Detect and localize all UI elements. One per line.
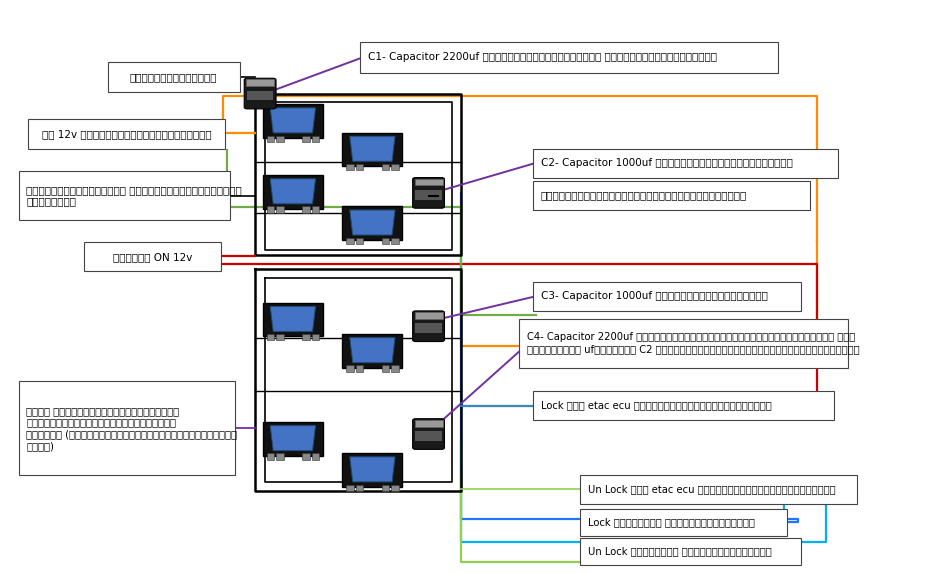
FancyBboxPatch shape [263,104,323,138]
FancyBboxPatch shape [267,453,275,460]
Text: Un Lock หึง etac ecu ไฟที่ออกมาเป็นชั่วครั้ง: Un Lock หึง etac ecu ไฟที่ออกมาเป็นชั่วค… [588,484,835,494]
Polygon shape [350,136,395,161]
FancyBboxPatch shape [276,334,283,340]
Text: Lock หึง etac ecu ไฟที่ออกมาเป็นชั่วครั้ง: Lock หึง etac ecu ไฟที่ออกมาเป็นชั่วครั้… [541,401,771,410]
FancyBboxPatch shape [302,136,310,142]
FancyBboxPatch shape [267,334,275,340]
FancyBboxPatch shape [263,303,323,336]
FancyBboxPatch shape [346,485,353,491]
FancyBboxPatch shape [263,422,323,456]
FancyBboxPatch shape [246,80,275,86]
FancyBboxPatch shape [276,206,283,213]
FancyBboxPatch shape [276,136,283,142]
FancyBboxPatch shape [382,366,390,372]
FancyBboxPatch shape [391,238,399,244]
FancyBboxPatch shape [412,311,445,342]
Text: สวิตช์ ON 12v: สวิตช์ ON 12v [113,252,192,262]
FancyBboxPatch shape [412,419,445,449]
FancyBboxPatch shape [415,190,442,199]
FancyBboxPatch shape [312,453,319,460]
Polygon shape [350,457,395,482]
FancyBboxPatch shape [346,238,353,244]
FancyBboxPatch shape [580,509,787,536]
FancyBboxPatch shape [85,242,220,271]
FancyBboxPatch shape [342,453,403,487]
Polygon shape [350,210,395,235]
FancyBboxPatch shape [267,206,275,213]
FancyBboxPatch shape [346,164,353,170]
FancyBboxPatch shape [414,420,443,427]
FancyBboxPatch shape [414,312,443,319]
FancyBboxPatch shape [391,485,399,491]
FancyBboxPatch shape [346,366,353,372]
FancyBboxPatch shape [360,42,778,73]
FancyBboxPatch shape [28,119,225,149]
FancyBboxPatch shape [382,485,390,491]
FancyBboxPatch shape [533,148,839,178]
Text: สายเช็คประตูแล้ว ถ้าประตูแล้วระบบจะ
ไม่ทำงาน: สายเช็คประตูแล้ว ถ้าประตูแล้วระบบจะ ไม่ท… [27,185,242,206]
FancyBboxPatch shape [355,238,363,244]
FancyBboxPatch shape [107,62,239,92]
FancyBboxPatch shape [19,171,230,220]
FancyBboxPatch shape [302,206,310,213]
Text: กราวด์ลงตัวถัง: กราวด์ลงตัวถัง [130,72,218,82]
FancyBboxPatch shape [414,179,443,186]
Text: C4- Capacitor 2200uf เพื่อตัดระบบเส้นทรัลสต๊อคจากประตู และ
ต้องมีค่า ufมากกว่า C: C4- Capacitor 2200uf เพื่อตัดระบบเส้นทรั… [527,332,860,354]
Text: C1- Capacitor 2200uf หรือมากกว่านี้ก็ได้ ใช้หนุนไฟประตูแล้ว: C1- Capacitor 2200uf หรือมากกว่านี้ก็ได้… [368,52,716,62]
FancyBboxPatch shape [342,206,403,240]
Text: ไฟ 12v ที่มีการจ่ายกระแสตลอด: ไฟ 12v ที่มีการจ่ายกระแสตลอด [42,129,212,139]
FancyBboxPatch shape [580,475,857,504]
Text: ไดโอด์ป้องกันไม่ให้กระแสไฟไหลกลับ: ไดโอด์ป้องกันไม่ให้กระแสไฟไหลกลับ [541,190,747,201]
FancyBboxPatch shape [382,164,390,170]
Text: เบรก เส้นนี้จะจ่ายสัญญาณลบ
ตลอดเมื่อกครั้งจะทำการตัด
สัญญาณ (จากที่ผมใช้มิเตอร์ว: เบรก เส้นนี้จะจ่ายสัญญาณลบ ตลอดเมื่อกครั… [27,406,238,451]
FancyBboxPatch shape [391,164,399,170]
FancyBboxPatch shape [580,538,801,565]
FancyBboxPatch shape [415,431,442,441]
FancyBboxPatch shape [19,381,235,476]
FancyBboxPatch shape [533,181,810,210]
Polygon shape [270,108,315,133]
Text: Lock หึงประตู จ่ายไฟชั่วครั้ง: Lock หึงประตู จ่ายไฟชั่วครั้ง [588,517,754,528]
FancyBboxPatch shape [302,334,310,340]
Text: Un Lock หึงประตู จ่ายไฟชั่วครั้ง: Un Lock หึงประตู จ่ายไฟชั่วครั้ง [588,547,771,556]
FancyBboxPatch shape [412,178,445,208]
Text: C2- Capacitor 1000uf ทำหน้าที่ดึงประตูประตู: C2- Capacitor 1000uf ทำหน้าที่ดึงประตูปร… [541,158,792,168]
FancyBboxPatch shape [355,366,363,372]
FancyBboxPatch shape [342,132,403,166]
Polygon shape [270,307,315,331]
FancyBboxPatch shape [276,453,283,460]
FancyBboxPatch shape [263,175,323,209]
FancyBboxPatch shape [520,319,847,368]
FancyBboxPatch shape [312,136,319,142]
Polygon shape [270,426,315,450]
FancyBboxPatch shape [355,164,363,170]
FancyBboxPatch shape [533,391,834,420]
FancyBboxPatch shape [247,91,274,100]
FancyBboxPatch shape [382,238,390,244]
FancyBboxPatch shape [244,79,276,109]
Polygon shape [270,179,315,204]
FancyBboxPatch shape [533,282,801,311]
FancyBboxPatch shape [355,485,363,491]
FancyBboxPatch shape [267,136,275,142]
Text: C3- Capacitor 1000uf หน่วงเวลาประตูแล้ว: C3- Capacitor 1000uf หน่วงเวลาประตูแล้ว [541,292,768,301]
FancyBboxPatch shape [415,324,442,333]
FancyBboxPatch shape [312,334,319,340]
FancyBboxPatch shape [342,334,403,368]
Polygon shape [350,337,395,363]
FancyBboxPatch shape [302,453,310,460]
FancyBboxPatch shape [312,206,319,213]
FancyBboxPatch shape [391,366,399,372]
